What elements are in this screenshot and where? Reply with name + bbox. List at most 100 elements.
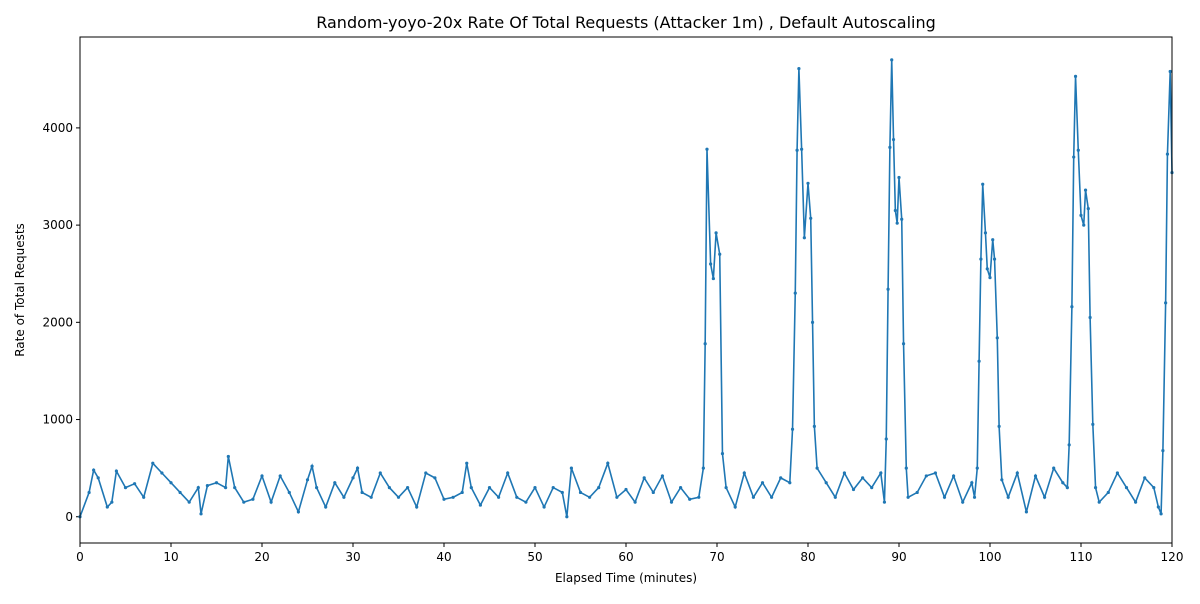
data-point [981, 182, 985, 186]
data-point [714, 231, 718, 235]
data-point [160, 471, 164, 475]
data-point [992, 257, 997, 261]
data-point [815, 466, 819, 470]
data-point [810, 320, 815, 324]
data-point [642, 476, 646, 480]
data-point [709, 262, 713, 266]
data-point [901, 342, 906, 346]
data-point [633, 500, 637, 504]
data-point [251, 497, 255, 501]
data-point [688, 497, 692, 501]
data-point [809, 216, 813, 220]
data-point [1067, 443, 1071, 447]
data-point [1156, 505, 1160, 509]
data-point [1093, 485, 1098, 490]
data-point [310, 464, 314, 468]
data-point [900, 217, 904, 221]
x-tick-label: 30 [345, 550, 360, 564]
data-point [1124, 485, 1129, 490]
data-point [882, 500, 887, 504]
data-point [1159, 512, 1163, 516]
data-point [906, 495, 910, 499]
data-point [226, 454, 230, 459]
y-tick-label: 3000 [42, 218, 73, 232]
data-point [1006, 495, 1010, 499]
data-line [79, 59, 1173, 518]
data-point [342, 495, 346, 499]
data-point [199, 512, 203, 516]
data-point [469, 485, 473, 490]
data-point [233, 485, 237, 490]
y-axis-label: Rate of Total Requests [13, 223, 27, 357]
data-point [802, 236, 806, 240]
data-point [1115, 471, 1119, 475]
data-point [588, 495, 592, 499]
chart-title: Random-yoyo-20x Rate Of Total Requests (… [316, 13, 936, 32]
data-point [879, 471, 883, 475]
data-point [96, 476, 100, 480]
data-point [751, 495, 756, 499]
data-point [651, 490, 655, 495]
y-tick-label: 2000 [42, 315, 73, 329]
data-point [979, 257, 983, 261]
data-point [812, 424, 816, 428]
data-point [1070, 305, 1074, 309]
data-point [800, 147, 804, 151]
x-tick-label: 10 [163, 550, 178, 564]
data-point [1088, 315, 1092, 320]
data-point [788, 481, 792, 485]
data-point [1073, 74, 1078, 78]
data-point [406, 485, 410, 490]
data-point [378, 471, 382, 475]
data-point [433, 476, 437, 480]
data-point [933, 471, 938, 475]
data-point [524, 500, 528, 504]
data-point [1024, 510, 1028, 514]
data-point [1164, 301, 1168, 305]
data-point [985, 267, 989, 271]
data-point [1072, 155, 1076, 159]
data-point [1065, 485, 1069, 490]
data-point [718, 252, 722, 256]
data-point [886, 287, 890, 291]
data-point [679, 485, 683, 490]
data-point [733, 505, 737, 509]
data-point [551, 485, 555, 490]
data-point [1079, 213, 1083, 217]
data-point [369, 495, 373, 499]
data-point [1033, 474, 1038, 478]
data-point [991, 238, 995, 242]
data-point [1143, 476, 1147, 480]
data-point [465, 461, 469, 465]
data-point [1082, 223, 1086, 227]
data-point [961, 500, 965, 504]
data-point [578, 490, 583, 495]
data-point [569, 466, 574, 470]
data-point [888, 145, 892, 149]
data-point [615, 495, 619, 499]
data-point [487, 485, 492, 490]
data-point [1086, 206, 1090, 211]
data-point [360, 490, 364, 495]
data-point [1097, 500, 1101, 504]
data-point [797, 66, 801, 71]
data-point [824, 481, 828, 485]
data-point [806, 181, 810, 185]
data-point [893, 208, 897, 213]
data-point [315, 485, 319, 490]
data-point [952, 474, 956, 478]
data-point [506, 471, 510, 475]
data-point [606, 461, 610, 465]
data-point [260, 474, 264, 478]
data-point [1043, 495, 1047, 499]
data-point [760, 481, 765, 485]
data-point [790, 427, 795, 431]
data-point [884, 437, 888, 441]
data-point [795, 148, 799, 152]
data-point [1161, 449, 1165, 453]
data-point [196, 485, 200, 490]
data-point [1000, 478, 1004, 482]
data-point [305, 478, 310, 482]
plot-frame [79, 36, 1173, 544]
